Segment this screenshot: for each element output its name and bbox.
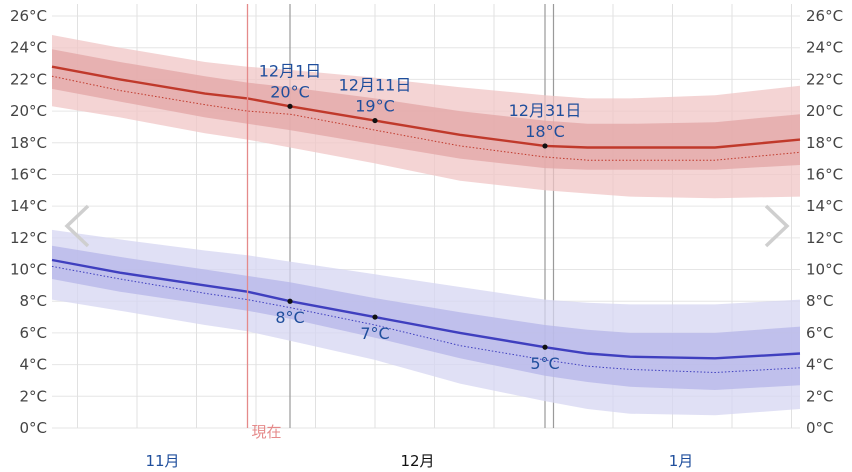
y-tick-label-left: 26°C [10,7,47,25]
y-tick-label-left: 20°C [10,102,47,120]
low-band-25-75 [52,245,800,390]
y-tick-label-right: 6°C [806,324,834,342]
y-tick-label-right: 16°C [806,165,843,183]
data-point [287,298,293,304]
anno-temp: 20°C [270,82,310,101]
y-tick-label-left: 12°C [10,229,47,247]
anno-date: 12月11日 [339,76,412,95]
y-tick-label-right: 4°C [806,356,834,374]
month-label: 1月 [669,452,694,470]
y-tick-label-left: 0°C [19,419,47,437]
chevron-right-icon [764,204,790,248]
y-tick-label-left: 8°C [19,292,47,310]
y-tick-label-left: 4°C [19,356,47,374]
anno-temp: 8°C [275,308,304,327]
y-tick-label-right: 10°C [806,261,843,279]
data-point [542,344,548,350]
month-label: 11月 [145,452,179,470]
y-tick-label-left: 18°C [10,134,47,152]
anno-temp: 7°C [360,324,389,343]
temperature-lines [51,65,801,374]
anno-date: 12月31日 [509,101,582,120]
y-tick-label-right: 26°C [806,7,843,25]
y-tick-label-right: 8°C [806,292,834,310]
temperature-bands [52,35,800,416]
y-tick-label-right: 2°C [806,387,834,405]
low-median-line [51,265,801,374]
y-tick-label-right: 12°C [806,229,843,247]
high-band-25-75 [52,49,800,170]
y-tick-label-left: 22°C [10,70,47,88]
anno-temp: 18°C [525,122,565,141]
data-point [287,103,293,109]
low-mean-line [51,258,801,360]
anno-date: 12月1日 [259,61,322,80]
y-tick-label-left: 16°C [10,165,47,183]
next-button[interactable] [762,204,792,248]
anno-temp: 5°C [530,354,559,373]
y-tick-label-left: 24°C [10,39,47,57]
month-label: 12月 [400,452,434,470]
axes: 0°C 0°C 2°C 2°C 4°C 4°C 6°C 6°C 8°C 8°C 10°C 10°C 12… [10,7,843,470]
y-tick-label-left: 10°C [10,261,47,279]
y-tick-label-right: 22°C [806,70,843,88]
data-point [372,117,378,124]
y-tick-label-left: 6°C [19,324,47,342]
now-marker: 現在 [246,4,282,441]
y-tick-label-right: 18°C [806,134,843,152]
y-tick-label-left: 14°C [10,197,47,215]
data-point [372,314,378,320]
high-median-line [51,75,801,161]
y-tick-label-right: 14°C [806,197,843,215]
data-point [542,143,548,149]
prev-button[interactable] [62,204,92,248]
high-mean-line [51,65,801,149]
y-tick-label-right: 0°C [806,419,834,437]
anno-temp: 19°C [355,97,395,116]
now-label: 現在 [252,423,282,441]
y-tick-label-right: 20°C [806,102,843,120]
chevron-left-icon [64,204,90,248]
y-tick-label-right: 24°C [806,39,843,57]
y-tick-label-left: 2°C [19,387,47,405]
annotations: 12月1日 20°C 12月11日 19°C 12月31日 18°C 8°C 7°C 5°C [259,61,582,373]
